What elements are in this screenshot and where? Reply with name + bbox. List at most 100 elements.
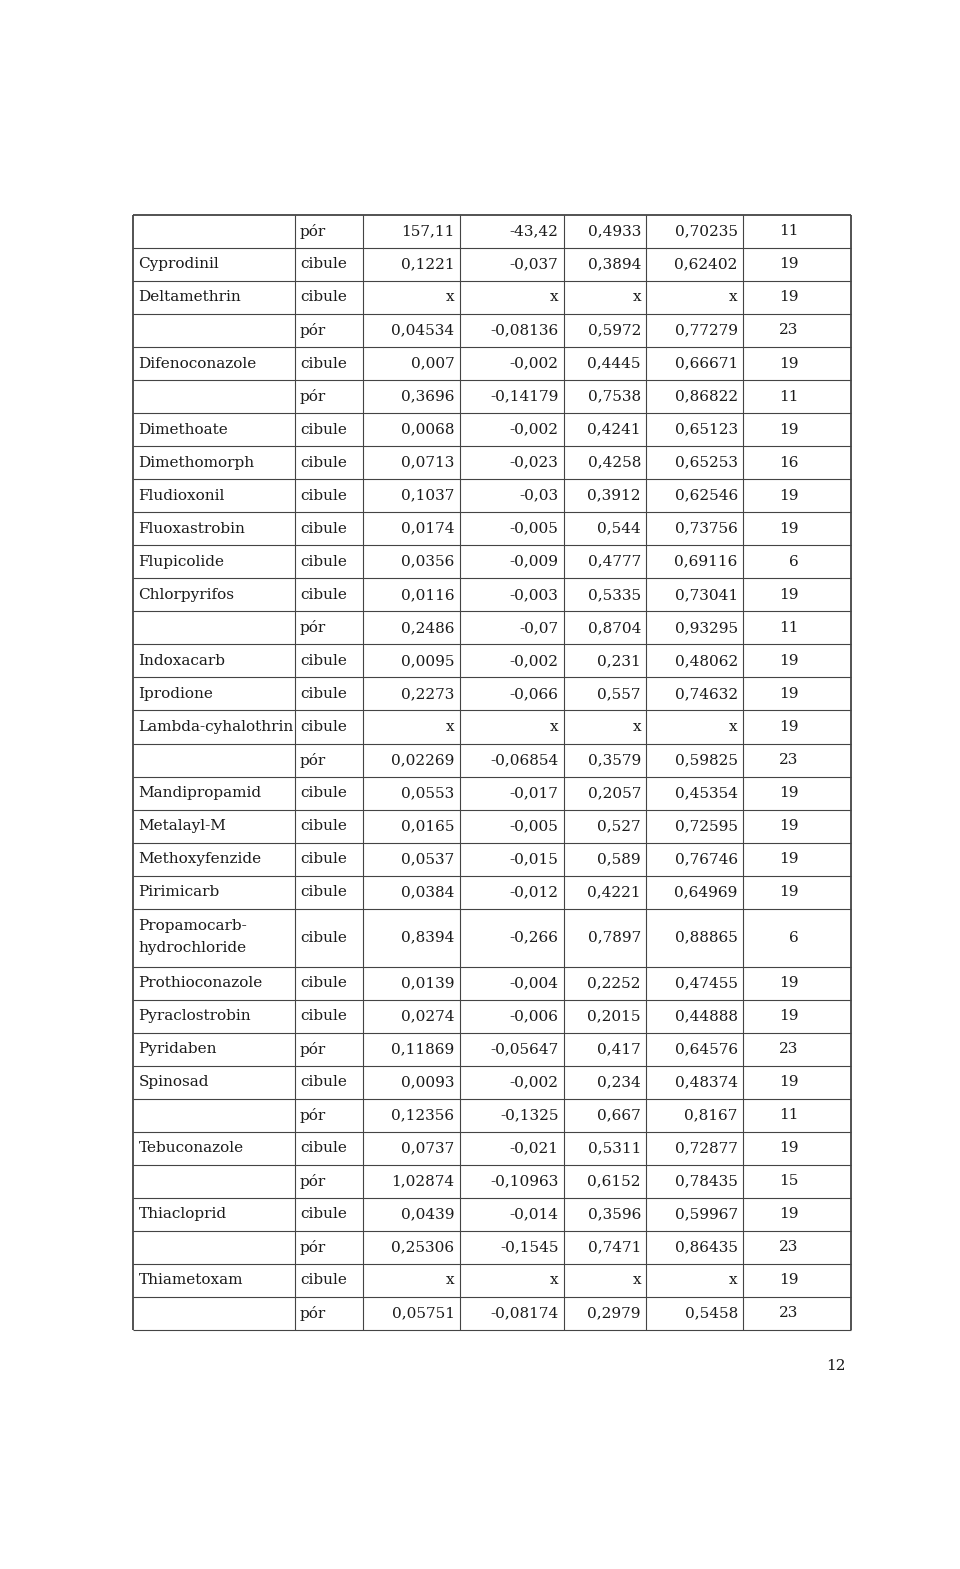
Text: 19: 19 — [780, 488, 799, 502]
Text: 12: 12 — [826, 1359, 846, 1373]
Text: x: x — [633, 720, 641, 734]
Text: 0,0068: 0,0068 — [401, 422, 454, 436]
Text: 0,65253: 0,65253 — [675, 455, 738, 469]
Text: 0,3894: 0,3894 — [588, 257, 641, 271]
Text: 157,11: 157,11 — [401, 224, 454, 238]
Text: 19: 19 — [780, 720, 799, 734]
Text: Fluoxastrobin: Fluoxastrobin — [138, 522, 246, 535]
Text: x: x — [445, 290, 454, 304]
Text: -0,07: -0,07 — [519, 621, 559, 635]
Text: 0,72595: 0,72595 — [675, 819, 738, 833]
Text: -0,023: -0,023 — [510, 455, 559, 469]
Text: 0,0139: 0,0139 — [401, 976, 454, 990]
Text: -0,08136: -0,08136 — [491, 323, 559, 337]
Text: 23: 23 — [780, 753, 799, 767]
Text: 0,86822: 0,86822 — [675, 389, 738, 403]
Text: 0,1037: 0,1037 — [401, 488, 454, 502]
Text: 0,0713: 0,0713 — [401, 455, 454, 469]
Text: cibule: cibule — [300, 930, 347, 945]
Text: 0,0174: 0,0174 — [401, 522, 454, 535]
Text: -0,10963: -0,10963 — [491, 1174, 559, 1188]
Text: Propamocarb-: Propamocarb- — [138, 919, 248, 934]
Text: Fludioxonil: Fludioxonil — [138, 488, 225, 502]
Text: -0,03: -0,03 — [519, 488, 559, 502]
Text: 0,65123: 0,65123 — [675, 422, 738, 436]
Text: 0,557: 0,557 — [597, 687, 641, 701]
Text: cibule: cibule — [300, 522, 347, 535]
Text: 0,02269: 0,02269 — [391, 753, 454, 767]
Text: 19: 19 — [780, 1075, 799, 1089]
Text: cibule: cibule — [300, 290, 347, 304]
Text: Indoxacarb: Indoxacarb — [138, 654, 226, 668]
Text: 0,66671: 0,66671 — [675, 356, 738, 370]
Text: 0,234: 0,234 — [597, 1075, 641, 1089]
Text: 0,8704: 0,8704 — [588, 621, 641, 635]
Text: Tebuconazole: Tebuconazole — [138, 1141, 244, 1155]
Text: 0,527: 0,527 — [597, 819, 641, 833]
Text: 0,73041: 0,73041 — [675, 588, 738, 602]
Text: 0,4777: 0,4777 — [588, 555, 641, 570]
Text: cibule: cibule — [300, 588, 347, 602]
Text: 0,4258: 0,4258 — [588, 455, 641, 469]
Text: 0,4445: 0,4445 — [588, 356, 641, 370]
Text: 0,3696: 0,3696 — [401, 389, 454, 403]
Text: cibule: cibule — [300, 687, 347, 701]
Text: 0,8394: 0,8394 — [401, 930, 454, 945]
Text: x: x — [730, 720, 738, 734]
Text: pór: pór — [300, 1240, 326, 1255]
Text: x: x — [633, 1274, 641, 1288]
Text: 0,0274: 0,0274 — [401, 1009, 454, 1023]
Text: x: x — [633, 290, 641, 304]
Text: 16: 16 — [780, 455, 799, 469]
Text: Iprodione: Iprodione — [138, 687, 213, 701]
Text: 0,0553: 0,0553 — [401, 786, 454, 800]
Text: 0,93295: 0,93295 — [675, 621, 738, 635]
Text: cibule: cibule — [300, 1141, 347, 1155]
Text: 0,2486: 0,2486 — [401, 621, 454, 635]
Text: 0,0116: 0,0116 — [401, 588, 454, 602]
Text: 0,007: 0,007 — [411, 356, 454, 370]
Text: 19: 19 — [780, 1009, 799, 1023]
Text: x: x — [550, 720, 559, 734]
Text: 0,2979: 0,2979 — [588, 1307, 641, 1321]
Text: 19: 19 — [780, 1141, 799, 1155]
Text: Deltamethrin: Deltamethrin — [138, 290, 241, 304]
Text: -0,08174: -0,08174 — [491, 1307, 559, 1321]
Text: 6: 6 — [789, 555, 799, 570]
Text: 0,78435: 0,78435 — [675, 1174, 738, 1188]
Text: -0,003: -0,003 — [510, 588, 559, 602]
Text: x: x — [445, 720, 454, 734]
Text: 19: 19 — [780, 1207, 799, 1221]
Text: cibule: cibule — [300, 555, 347, 570]
Text: 0,25306: 0,25306 — [392, 1241, 454, 1254]
Text: 0,0737: 0,0737 — [401, 1141, 454, 1155]
Text: 0,62402: 0,62402 — [675, 257, 738, 271]
Text: 0,589: 0,589 — [597, 852, 641, 866]
Text: pór: pór — [300, 1174, 326, 1189]
Text: -0,021: -0,021 — [510, 1141, 559, 1155]
Text: 0,0439: 0,0439 — [401, 1207, 454, 1221]
Text: 0,0165: 0,0165 — [401, 819, 454, 833]
Text: hydrochloride: hydrochloride — [138, 941, 247, 956]
Text: 0,04534: 0,04534 — [392, 323, 454, 337]
Text: 0,7897: 0,7897 — [588, 930, 641, 945]
Text: x: x — [730, 290, 738, 304]
Text: 0,70235: 0,70235 — [675, 224, 738, 238]
Text: 0,64576: 0,64576 — [675, 1042, 738, 1056]
Text: 0,62546: 0,62546 — [675, 488, 738, 502]
Text: 0,544: 0,544 — [597, 522, 641, 535]
Text: -0,004: -0,004 — [510, 976, 559, 990]
Text: 11: 11 — [780, 1108, 799, 1122]
Text: -0,014: -0,014 — [510, 1207, 559, 1221]
Text: cibule: cibule — [300, 885, 347, 899]
Text: 19: 19 — [780, 976, 799, 990]
Text: -0,06854: -0,06854 — [491, 753, 559, 767]
Text: 19: 19 — [780, 290, 799, 304]
Text: 0,69116: 0,69116 — [675, 555, 738, 570]
Text: Dimethoate: Dimethoate — [138, 422, 228, 436]
Text: 0,1221: 0,1221 — [401, 257, 454, 271]
Text: 19: 19 — [780, 885, 799, 899]
Text: x: x — [730, 1274, 738, 1288]
Text: pór: pór — [300, 753, 326, 767]
Text: -0,1545: -0,1545 — [500, 1241, 559, 1254]
